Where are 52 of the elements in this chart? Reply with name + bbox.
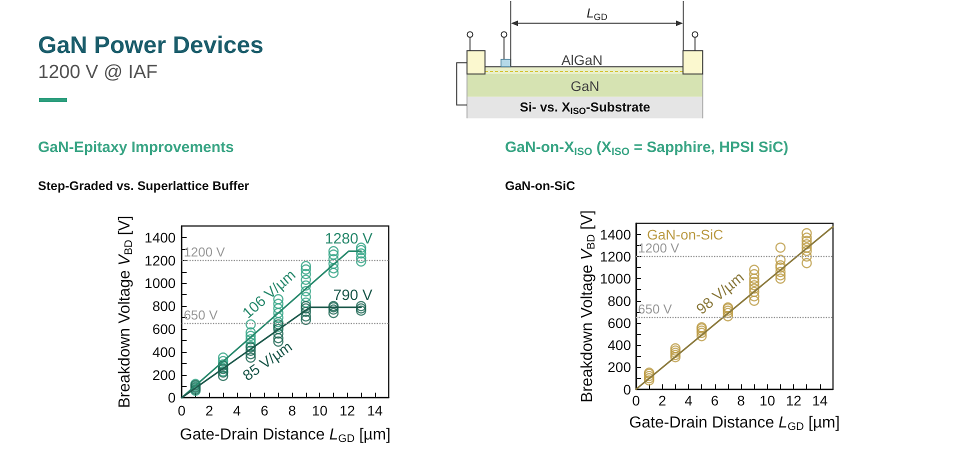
annotation: 106 V/µm	[239, 266, 300, 322]
y-tick-label: 0	[623, 381, 632, 398]
x-tick-label: 10	[312, 402, 328, 419]
x-tick-label: 14	[812, 392, 828, 408]
annotation: 98 V/µm	[693, 269, 748, 318]
y-tick-label: 1000	[600, 270, 632, 287]
text: 1200 V @ IAF	[38, 62, 158, 84]
y-tick-label: 200	[608, 359, 632, 376]
text: GaN Power Devices	[38, 32, 264, 60]
x-tick-label: 12	[786, 392, 802, 408]
text: L$_{GD}$	[586, 6, 608, 22]
x-tick-label: 12	[340, 402, 356, 419]
x-tick-label: 2	[658, 392, 666, 408]
chart-subtitle: Step-Graded vs. Superlattice Buffer	[38, 179, 250, 194]
ref-line-label: 650 V	[184, 307, 218, 322]
x-tick-label: 2	[205, 402, 214, 419]
y-tick-label: 1000	[144, 275, 176, 292]
x-tick-label: 4	[684, 392, 693, 408]
y-axis-title: Breakdown Voltage VBD [V]	[116, 216, 136, 408]
annotation: 1280 V	[324, 230, 372, 248]
x-tick-label: 6	[260, 402, 269, 419]
x-tick-label: 8	[288, 402, 296, 419]
ref-line-label: 1200 V	[184, 244, 226, 260]
x-tick-label: 0	[178, 402, 186, 419]
chart-title: GaN-Epitaxy Improvements	[38, 139, 234, 156]
y-tick-label: 1400	[144, 229, 176, 246]
chart-title: GaN-on-X$_{ISO}$ (X$_{ISO}$ = Sapphire, HPSI SiC)	[505, 139, 788, 158]
text: Si- vs. X$_{ISO}$-Substrate	[520, 100, 650, 116]
ref-line-label: 650 V	[638, 301, 672, 316]
x-tick-label: 6	[710, 392, 719, 408]
text: GaN-on-SiC	[647, 226, 724, 242]
x-tick-label: 10	[760, 392, 776, 408]
chart-subtitle: GaN-on-SiC	[505, 179, 576, 194]
y-tick-label: 200	[152, 366, 176, 383]
y-tick-label: 400	[608, 337, 632, 354]
ref-line-label: 1200 V	[638, 240, 680, 256]
y-tick-label: 600	[608, 314, 632, 331]
y-tick-label: 1200	[144, 252, 176, 268]
y-tick-label: 800	[152, 298, 176, 314]
y-tick-label: 800	[608, 292, 632, 309]
y-tick-label: 1400	[600, 226, 632, 242]
x-tick-label: 4	[233, 402, 241, 419]
x-tick-label: 8	[737, 392, 746, 408]
y-tick-label: 1200	[600, 248, 632, 264]
y-tick-label: 600	[152, 321, 176, 338]
y-axis-title: Breakdown Voltage VBD [V]	[579, 210, 598, 402]
x-tick-label: 14	[367, 402, 383, 419]
y-tick-label: 400	[152, 344, 176, 360]
annotation: 790 V	[333, 286, 372, 304]
annotation: 85 V/µm	[240, 338, 296, 385]
text: GaN	[570, 78, 600, 94]
text: AlGaN	[561, 52, 603, 68]
